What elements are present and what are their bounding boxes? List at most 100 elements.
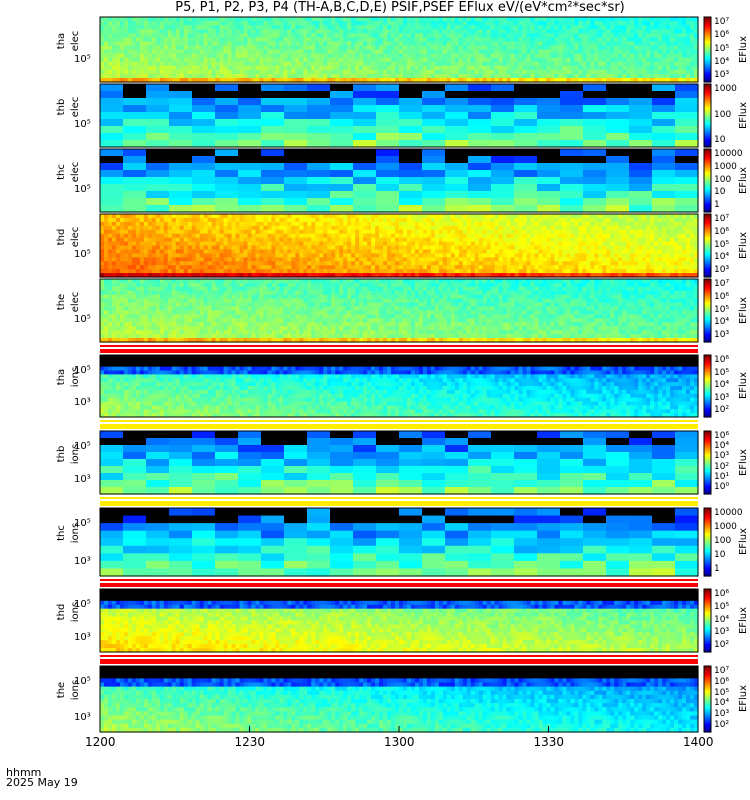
heatmap-cell bbox=[227, 249, 233, 254]
heatmap-cell bbox=[406, 237, 412, 243]
heatmap-cell bbox=[123, 57, 129, 63]
colorbar-segment bbox=[704, 85, 711, 88]
heatmap-cell bbox=[594, 233, 599, 239]
heatmap-cell bbox=[199, 241, 205, 247]
heatmap-cell bbox=[670, 41, 675, 47]
heatmap-cell bbox=[406, 25, 412, 30]
heatmap-cell bbox=[367, 57, 372, 63]
heatmap-cell bbox=[139, 261, 145, 266]
heatmap-cell bbox=[486, 17, 492, 22]
heatmap-cell bbox=[570, 241, 576, 247]
heatmap-cell bbox=[387, 233, 392, 239]
heatmap-cell bbox=[530, 77, 536, 83]
heatmap-cell bbox=[135, 29, 141, 34]
heatmap-cell bbox=[406, 45, 412, 51]
heatmap-cell bbox=[590, 249, 595, 254]
heatmap-cell bbox=[311, 61, 316, 67]
heatmap-cell bbox=[367, 17, 372, 22]
heatmap-cell bbox=[586, 37, 591, 42]
heatmap-cell bbox=[139, 229, 145, 235]
heatmap-cell bbox=[363, 261, 368, 266]
heatmap-cell bbox=[151, 45, 157, 51]
heatmap-cell bbox=[486, 61, 492, 67]
colorbar-segment bbox=[704, 72, 711, 75]
heatmap-cell bbox=[542, 237, 548, 243]
heatmap-cell bbox=[199, 33, 205, 38]
heatmap-cell bbox=[315, 45, 320, 51]
heatmap-cell bbox=[303, 273, 308, 278]
heatmap-cell bbox=[474, 249, 480, 254]
heatmap-cell bbox=[442, 214, 448, 219]
heatmap-cell bbox=[486, 77, 492, 83]
colorbar-segment bbox=[704, 96, 711, 99]
heatmap-cell bbox=[235, 241, 241, 247]
heatmap-cell bbox=[478, 73, 484, 79]
heatmap-cell bbox=[303, 73, 308, 79]
heatmap-cell bbox=[594, 57, 599, 63]
heatmap-cell bbox=[442, 237, 448, 243]
heatmap-cell bbox=[203, 37, 209, 42]
heatmap-cell bbox=[562, 237, 568, 243]
heatmap-cell bbox=[159, 265, 165, 270]
heatmap-cell bbox=[474, 73, 480, 79]
heatmap-cell bbox=[550, 73, 556, 79]
heatmap-cell bbox=[514, 257, 520, 262]
heatmap-cell bbox=[570, 214, 576, 219]
heatmap-cell bbox=[171, 273, 177, 278]
heatmap-cell bbox=[375, 217, 380, 223]
heatmap-cell bbox=[179, 233, 185, 239]
heatmap-cell bbox=[355, 229, 360, 235]
heatmap-cell bbox=[375, 265, 380, 270]
heatmap-cell bbox=[255, 45, 261, 51]
heatmap-cell bbox=[387, 214, 392, 219]
heatmap-cell bbox=[422, 45, 428, 51]
heatmap-cell bbox=[474, 49, 480, 55]
heatmap-cell bbox=[450, 61, 456, 67]
heatmap-cell bbox=[466, 37, 472, 42]
heatmap-cell bbox=[271, 65, 277, 71]
heatmap-cell bbox=[251, 29, 257, 34]
heatmap-cell bbox=[618, 33, 623, 38]
heatmap-cell bbox=[414, 253, 420, 258]
heatmap-cell bbox=[654, 49, 659, 55]
heatmap-cell bbox=[284, 149, 308, 157]
heatmap-cell bbox=[103, 261, 109, 266]
heatmap-cell bbox=[506, 217, 512, 223]
heatmap-cell bbox=[395, 241, 400, 247]
heatmap-cell bbox=[231, 253, 237, 258]
heatmap-cell bbox=[175, 249, 181, 254]
heatmap-cell bbox=[295, 53, 300, 59]
heatmap-cell bbox=[327, 221, 332, 227]
heatmap-cell bbox=[682, 61, 687, 67]
heatmap-cell bbox=[155, 225, 161, 231]
heatmap-cell bbox=[235, 214, 241, 219]
heatmap-cell bbox=[239, 61, 245, 67]
heatmap-cell bbox=[646, 33, 651, 38]
heatmap-cell bbox=[167, 33, 173, 38]
heatmap-cell bbox=[414, 45, 420, 51]
heatmap-cell bbox=[450, 17, 456, 22]
heatmap-cell bbox=[478, 25, 484, 30]
heatmap-cell bbox=[159, 73, 165, 79]
heatmap-cell bbox=[119, 241, 125, 247]
heatmap-cell bbox=[247, 53, 253, 59]
heatmap-cell bbox=[586, 221, 591, 227]
heatmap-cell bbox=[526, 17, 532, 22]
heatmap-cell bbox=[486, 25, 492, 30]
heatmap-cell bbox=[583, 98, 607, 106]
heatmap-cell bbox=[582, 214, 587, 219]
heatmap-cell bbox=[159, 69, 165, 75]
heatmap-cell bbox=[163, 217, 169, 223]
heatmap-cell bbox=[686, 49, 691, 55]
heatmap-cell bbox=[155, 21, 161, 26]
heatmap-cell bbox=[590, 233, 595, 239]
heatmap-cell bbox=[351, 61, 356, 67]
heatmap-cell bbox=[135, 245, 141, 251]
heatmap-cell bbox=[199, 265, 205, 270]
heatmap-cell bbox=[406, 265, 412, 270]
heatmap-cell bbox=[327, 237, 332, 243]
heatmap-cell bbox=[522, 33, 528, 38]
heatmap-cell bbox=[560, 191, 584, 199]
heatmap-cell bbox=[406, 77, 412, 83]
heatmap-cell bbox=[379, 25, 384, 30]
